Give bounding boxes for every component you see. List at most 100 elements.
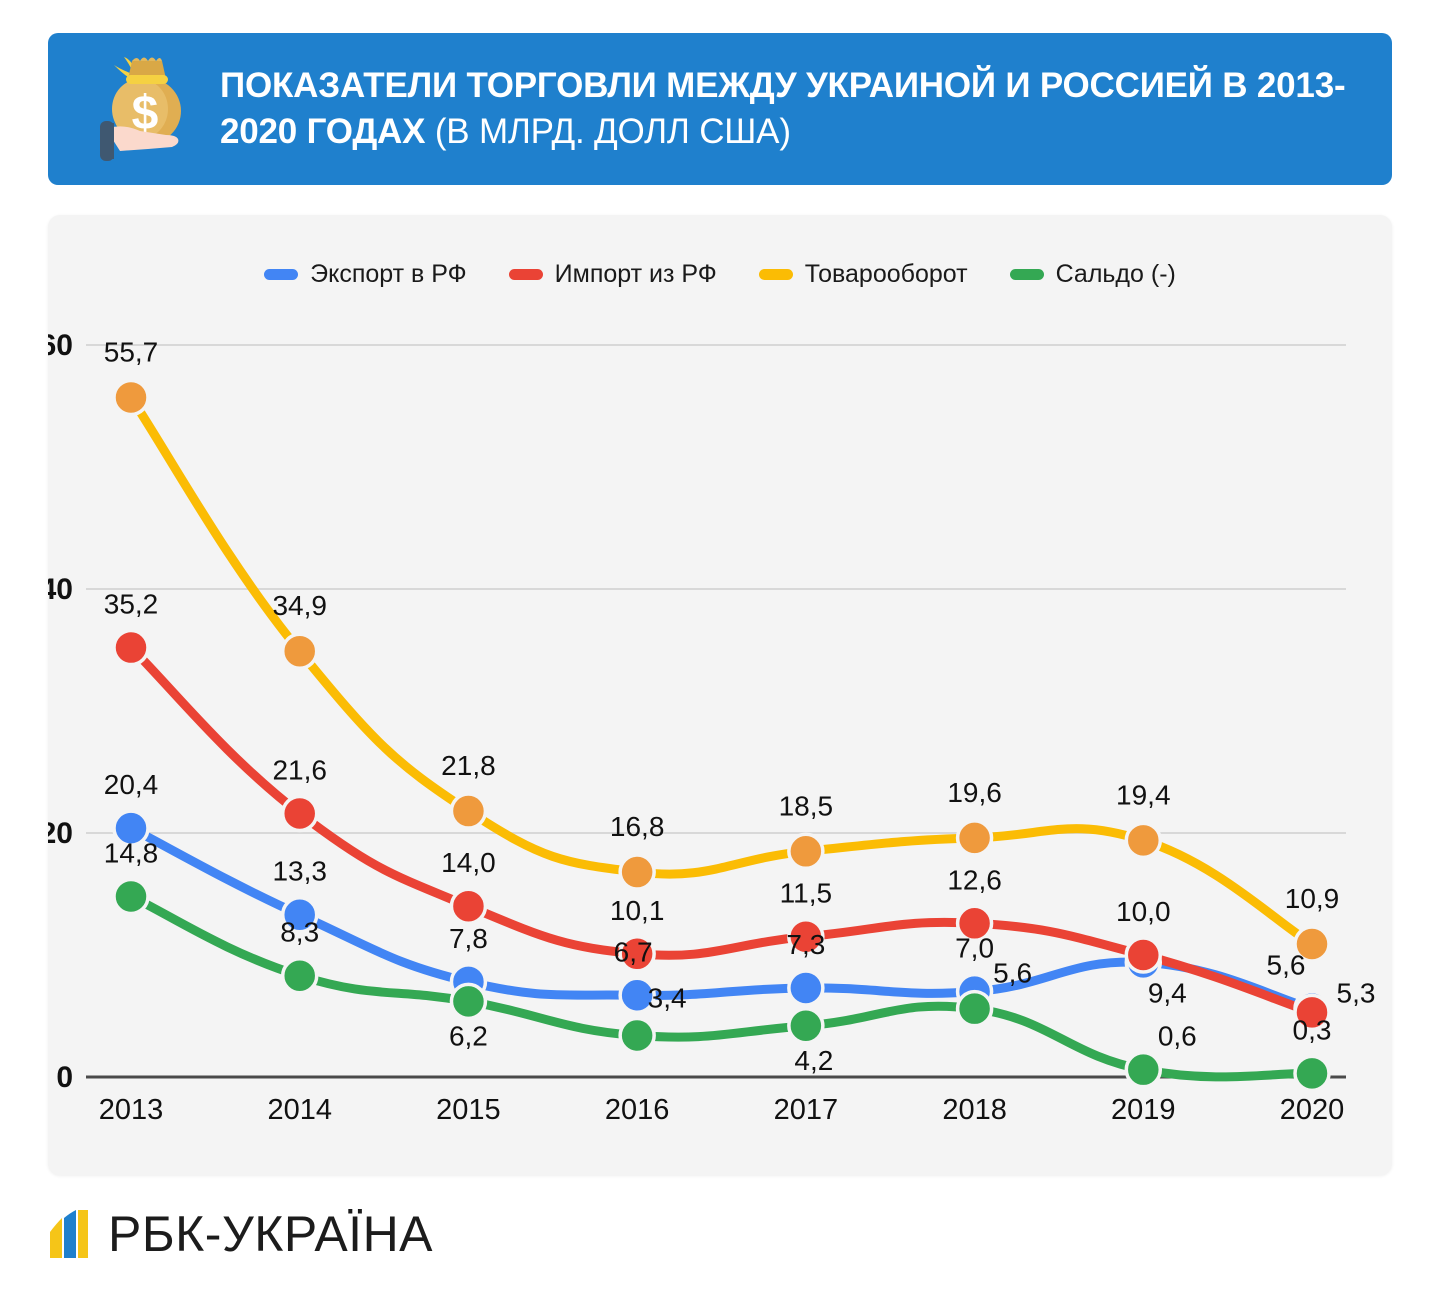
logo-text: РБК-УКРАЇНА [108,1206,434,1262]
data-point[interactable] [280,794,319,833]
data-point-label: 7,3 [786,929,825,960]
legend-label-balance: Сальдо (-) [1055,260,1176,288]
data-point[interactable] [1124,821,1163,860]
data-point-label: 10,0 [1116,896,1171,927]
data-point[interactable] [1293,1054,1331,1093]
legend-swatch-import [508,269,543,280]
data-point-label: 21,6 [272,754,327,785]
data-point-label: 5,3 [1337,977,1376,1008]
series-line-0 [126,823,1317,1014]
series-point-labels: 20,4 13,3 7,8 6,7 7,3 7,0 9,4 5,6 35,2 21,6 14,0 10… [104,336,1376,1075]
legend-swatch-balance [1009,269,1044,280]
data-point[interactable] [618,976,656,1015]
x-axis-ticks: 2013 2014 2015 2016 2017 2018 2019 2020 [99,1094,1345,1126]
data-point-label: 3,4 [648,983,687,1014]
data-point-label: 5,6 [1267,950,1306,981]
page-title: ПОКАЗАТЕЛИ ТОРГОВЛИ МЕЖДУ УКРАИНОЙ И РОС… [220,63,1392,155]
data-point[interactable] [449,982,488,1021]
data-point[interactable] [618,1016,656,1055]
data-point-label: 7,8 [449,923,488,954]
data-point-label: 4,2 [794,1045,833,1076]
x-tick-label: 2013 [99,1094,164,1126]
data-point[interactable] [112,809,150,847]
rbc-bars-icon [50,1210,88,1258]
chart-legend: Экспорт в РФ Импорт из РФ Товарооборот С… [48,260,1392,289]
data-point-label: 9,4 [1148,977,1187,1008]
data-point-label: 6,7 [614,936,653,967]
chart-card: Экспорт в РФ Импорт из РФ Товарооборот С… [48,215,1392,1175]
legend-item-turnover[interactable]: Товарооборот [758,260,968,289]
data-point-label: 14,8 [104,837,159,868]
x-tick-label: 2017 [774,1094,839,1126]
x-tick-label: 2015 [436,1094,501,1126]
data-point-label: 6,2 [449,1020,488,1051]
legend-swatch-turnover [758,269,793,280]
data-point[interactable] [955,819,994,857]
data-point[interactable] [787,969,825,1007]
data-point[interactable] [618,935,656,973]
data-point-label: 12,6 [947,864,1002,895]
data-point[interactable] [1293,925,1331,963]
data-point[interactable] [280,632,319,670]
data-point[interactable] [955,904,994,943]
x-tick-label: 2014 [267,1094,332,1126]
y-axis-ticks: 0 20 40 60 [48,329,73,1094]
data-point[interactable] [955,989,994,1028]
data-point[interactable] [1293,993,1331,1032]
series-line-3 [126,891,1317,1082]
legend-label-export: Экспорт в РФ [310,260,467,288]
x-tick-label: 2019 [1111,1094,1176,1126]
legend-swatch-export [264,269,299,280]
data-point[interactable] [787,1007,825,1045]
data-point-label: 13,3 [272,856,327,887]
page-title-light: (В МЛРД. ДОЛЛ США) [434,112,791,151]
data-point[interactable] [449,887,488,925]
y-tick-label: 60 [48,329,73,362]
x-tick-label: 2018 [942,1094,1007,1126]
data-point[interactable] [449,792,488,830]
data-point-label: 0,3 [1293,1014,1332,1045]
data-point-label: 8,3 [280,917,319,948]
y-tick-label: 40 [48,573,73,606]
x-tick-label: 2020 [1280,1094,1345,1126]
data-point[interactable] [112,378,150,417]
data-point[interactable] [112,628,150,667]
money-bag-in-hand-icon: $ [100,57,181,161]
header-banner: $ ПОКАЗАТЕЛИ ТОРГОВЛИ МЕЖДУ УКРАИНОЙ И Р… [48,33,1392,185]
footer-logo[interactable]: РБК-УКРАЇНА [48,1205,433,1263]
data-point[interactable] [787,832,825,871]
line-chart-plot: 0 20 40 60 2013 2014 2015 2016 2017 2018 2019 2020… [48,329,1376,1126]
data-point-label: 14,0 [441,847,496,878]
data-point-label: 10,9 [1285,883,1340,914]
data-point-label: 18,5 [779,790,834,821]
data-point[interactable] [618,853,656,891]
legend-item-import[interactable]: Импорт из РФ [508,260,717,289]
page-title-bold: ПОКАЗАТЕЛИ ТОРГОВЛИ МЕЖДУ УКРАИНОЙ И РОС… [220,65,1346,151]
data-point[interactable] [280,956,319,995]
y-tick-label: 0 [56,1061,73,1094]
data-point-label: 16,8 [610,811,665,842]
data-point[interactable] [280,895,319,934]
data-point-label: 35,2 [104,589,159,620]
data-point-label: 10,1 [610,895,665,926]
data-point-label: 55,7 [104,336,159,367]
data-point-label: 11,5 [780,878,832,909]
legend-label-turnover: Товарооборот [804,260,968,288]
data-point[interactable] [1124,1050,1163,1089]
series-points [112,378,1331,1093]
data-point-label: 21,8 [441,750,496,781]
legend-item-balance[interactable]: Сальдо (-) [1009,260,1176,289]
data-point-label: 5,6 [993,958,1032,989]
data-point-label: 19,6 [947,777,1002,808]
data-point[interactable] [787,917,825,956]
x-tick-label: 2016 [605,1094,670,1126]
legend-label-import: Импорт из РФ [554,260,717,288]
legend-item-export[interactable]: Экспорт в РФ [264,260,467,289]
data-point[interactable] [112,877,150,916]
y-tick-label: 20 [48,817,73,850]
data-point-label: 19,4 [1116,779,1171,810]
data-point-label: 7,0 [955,933,994,964]
data-point[interactable] [1124,936,1163,974]
data-point-label: 20,4 [104,769,159,800]
data-point-label: 0,6 [1158,1021,1197,1052]
